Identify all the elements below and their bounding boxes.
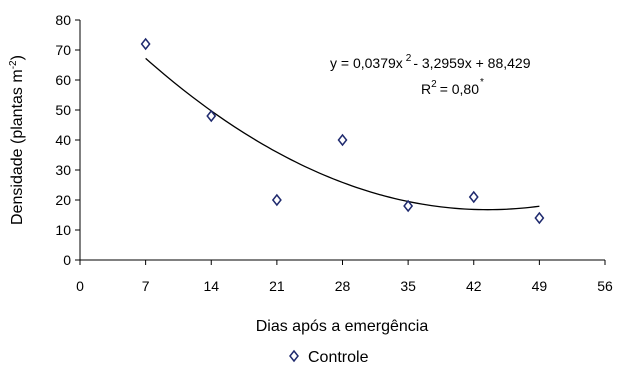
x-axis-title: Dias após a emergência [256,318,429,335]
x-tick-label: 7 [142,278,150,294]
r-squared-mark: * [480,77,484,88]
r-squared-prefix: R [421,81,431,97]
data-point-marker [403,199,414,213]
r-squared-value: = 0,80 [440,81,480,97]
data-point-marker [140,37,151,51]
y-tick-label: 40 [55,132,71,148]
y-tick-label: 30 [55,162,71,178]
y-tick-label: 80 [55,12,71,28]
x-tick-label: 28 [335,278,351,294]
trend-equation-prefix: y = 0,0379x [330,55,403,71]
y-axis-title-sup: -2 [8,60,19,69]
x-tick-label: 42 [466,278,482,294]
y-tick-label: 70 [55,42,71,58]
data-points [140,37,545,225]
x-tick-label: 0 [76,278,84,294]
trend-equation: y = 0,0379x 2- 3,2959x + 88,429 [330,53,531,71]
data-point-marker [534,211,545,225]
data-point-marker [337,133,348,147]
legend-marker-icon [289,349,299,363]
r-squared-exp: 2 [431,79,437,90]
y-tick-label: 50 [55,102,71,118]
y-axis-title: Densidade (plantas m-2) [8,55,26,225]
trend-equation-suffix: - 3,2959x + 88,429 [413,55,530,71]
legend: Controle [289,349,369,366]
x-tick-label: 56 [597,278,613,294]
r-squared: R2 = 0,80* [421,77,484,97]
y-tick-label: 0 [63,252,71,268]
legend-label: Controle [308,349,369,366]
x-tick-label: 21 [269,278,285,294]
data-point-marker [468,190,479,204]
y-axis-title-main: Densidade (plantas m [9,69,26,225]
y-tick-label: 60 [55,72,71,88]
y-axis-title-close: ) [9,55,26,60]
y-tick-label: 20 [55,192,71,208]
x-axis: 0 7 14 21 28 35 42 49 56 [76,259,613,294]
y-axis: 0 10 20 30 40 50 60 70 80 [55,12,81,268]
x-tick-label: 35 [400,278,416,294]
data-point-marker [206,109,217,123]
data-point-marker [271,193,282,207]
x-ticks: 0 7 14 21 28 35 42 49 56 [76,260,613,294]
y-tick-label: 10 [55,222,71,238]
x-tick-label: 49 [532,278,548,294]
y-ticks: 0 10 20 30 40 50 60 70 80 [55,12,80,268]
trend-equation-exp: 2 [406,53,412,64]
x-tick-label: 14 [203,278,219,294]
